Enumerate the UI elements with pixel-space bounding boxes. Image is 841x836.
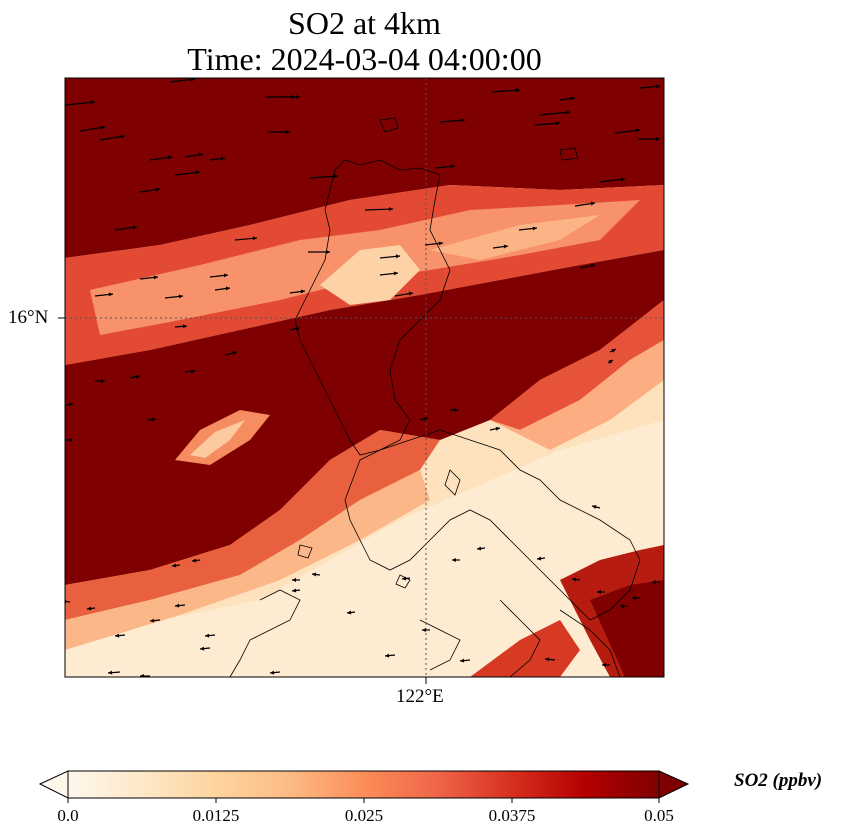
colorbar-tick-4: 0.05 <box>644 806 674 825</box>
colorbar-max-extend <box>658 770 690 799</box>
lon-tick-label: 122°E <box>396 686 444 707</box>
map-time-subtitle: Time: 2024-03-04 04:00:00 <box>187 41 542 77</box>
colorbar-tick-1: 0.0125 <box>192 806 240 825</box>
map-title: SO2 at 4km <box>288 5 441 41</box>
colorbar-tick-3: 0.0375 <box>488 806 536 825</box>
coastlines <box>229 117 641 677</box>
colorbar-tick-2: 0.025 <box>344 806 384 825</box>
lat-tick-label: 16°N <box>8 307 49 328</box>
wind-vectors <box>65 78 661 677</box>
so2-map <box>58 77 665 684</box>
so2-field <box>65 78 664 677</box>
colorbar-gradient <box>67 770 660 799</box>
colorbar-label: SO2 (ppbv) <box>734 770 823 791</box>
colorbar-tick-0: 0.0 <box>57 806 79 825</box>
map-frame <box>64 77 665 678</box>
colorbar-min-extend <box>38 770 69 799</box>
